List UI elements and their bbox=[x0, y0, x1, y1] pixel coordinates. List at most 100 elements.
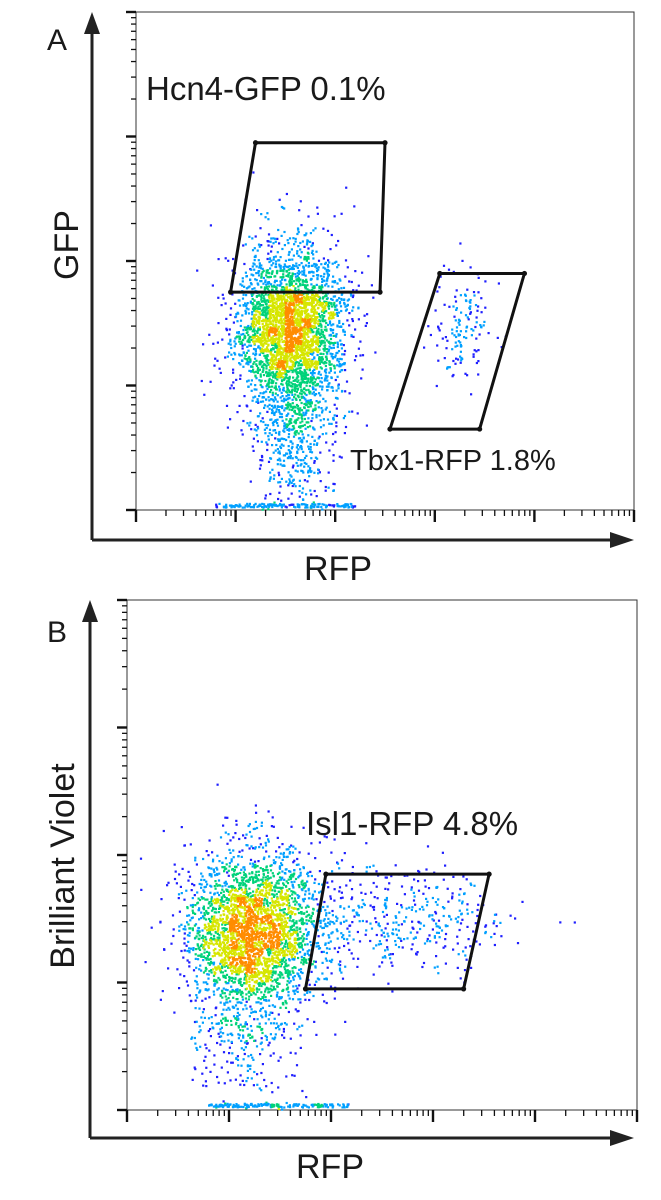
data-point bbox=[255, 364, 259, 368]
data-point bbox=[287, 275, 290, 278]
data-point bbox=[254, 502, 257, 505]
data-point bbox=[296, 394, 299, 397]
data-point bbox=[225, 503, 228, 506]
data-point bbox=[273, 338, 276, 341]
data-point bbox=[315, 495, 318, 498]
data-point bbox=[400, 923, 403, 926]
data-point bbox=[452, 359, 455, 363]
data-point bbox=[338, 319, 341, 323]
data-point bbox=[273, 281, 276, 284]
data-point bbox=[443, 907, 446, 910]
data-point bbox=[301, 379, 304, 382]
data-point bbox=[269, 492, 272, 496]
data-point bbox=[330, 346, 333, 350]
data-point bbox=[338, 278, 341, 281]
data-point bbox=[275, 388, 278, 391]
data-point bbox=[252, 303, 255, 306]
data-point bbox=[241, 347, 244, 350]
data-point bbox=[324, 325, 327, 328]
data-point bbox=[282, 302, 285, 305]
data-point bbox=[280, 363, 283, 366]
data-point bbox=[412, 927, 415, 930]
data-point bbox=[297, 362, 301, 365]
data-point bbox=[403, 920, 406, 923]
data-point bbox=[381, 956, 384, 959]
data-point bbox=[260, 300, 263, 303]
data-point bbox=[322, 397, 325, 400]
data-point bbox=[274, 263, 278, 266]
data-point bbox=[247, 357, 250, 360]
data-point bbox=[308, 358, 311, 361]
data-point bbox=[271, 298, 274, 302]
data-point bbox=[269, 374, 272, 377]
data-point bbox=[312, 994, 315, 998]
data-point bbox=[281, 353, 284, 356]
data-point bbox=[296, 371, 299, 374]
data-point bbox=[307, 329, 310, 332]
data-point bbox=[458, 899, 461, 902]
data-point bbox=[241, 314, 244, 317]
data-point bbox=[484, 280, 487, 283]
data-point bbox=[311, 382, 314, 385]
data-point bbox=[303, 310, 306, 313]
data-point bbox=[275, 504, 278, 507]
data-point bbox=[272, 242, 275, 245]
data-point bbox=[205, 850, 208, 853]
data-point bbox=[259, 347, 262, 350]
data-point bbox=[261, 339, 264, 343]
data-point bbox=[316, 442, 319, 445]
data-point bbox=[277, 336, 281, 340]
data-point bbox=[240, 340, 243, 343]
data-point bbox=[278, 846, 281, 849]
data-point bbox=[335, 335, 338, 338]
data-point bbox=[307, 348, 310, 351]
data-point bbox=[324, 489, 327, 492]
data-point bbox=[296, 338, 299, 341]
data-point bbox=[279, 459, 282, 462]
data-point bbox=[215, 1022, 218, 1025]
data-point bbox=[283, 356, 286, 359]
data-point bbox=[258, 360, 261, 363]
data-point bbox=[270, 283, 273, 286]
data-point bbox=[199, 964, 202, 967]
data-point bbox=[254, 324, 258, 327]
data-point bbox=[320, 352, 323, 355]
data-point bbox=[325, 270, 328, 273]
data-point bbox=[273, 285, 276, 288]
data-point bbox=[183, 949, 186, 952]
data-point bbox=[195, 1020, 198, 1023]
data-point bbox=[282, 400, 285, 403]
data-point bbox=[331, 909, 334, 913]
data-point bbox=[139, 857, 143, 860]
data-point bbox=[339, 279, 342, 282]
data-point bbox=[278, 450, 281, 453]
data-point bbox=[272, 335, 275, 338]
gate-vertex bbox=[437, 270, 443, 277]
data-point bbox=[266, 212, 269, 215]
data-point bbox=[287, 332, 290, 335]
data-point bbox=[302, 391, 305, 394]
data-point bbox=[326, 272, 329, 275]
data-point bbox=[265, 441, 268, 444]
data-point bbox=[293, 363, 297, 366]
data-point bbox=[176, 968, 179, 971]
data-point bbox=[448, 366, 451, 369]
data-point bbox=[310, 874, 313, 878]
data-point bbox=[272, 825, 275, 828]
data-point bbox=[251, 313, 254, 316]
data-point bbox=[342, 328, 345, 332]
data-point bbox=[285, 319, 288, 322]
data-point bbox=[255, 370, 258, 373]
data-point bbox=[437, 919, 441, 922]
data-point bbox=[219, 1028, 222, 1031]
data-point bbox=[249, 862, 252, 865]
data-point bbox=[289, 277, 292, 280]
data-point bbox=[272, 331, 275, 334]
data-point bbox=[283, 286, 286, 289]
data-point bbox=[329, 985, 333, 988]
data-point bbox=[270, 259, 273, 262]
data-point bbox=[276, 306, 279, 310]
data-point bbox=[268, 304, 271, 307]
data-point bbox=[249, 1067, 252, 1071]
data-point bbox=[463, 336, 466, 339]
